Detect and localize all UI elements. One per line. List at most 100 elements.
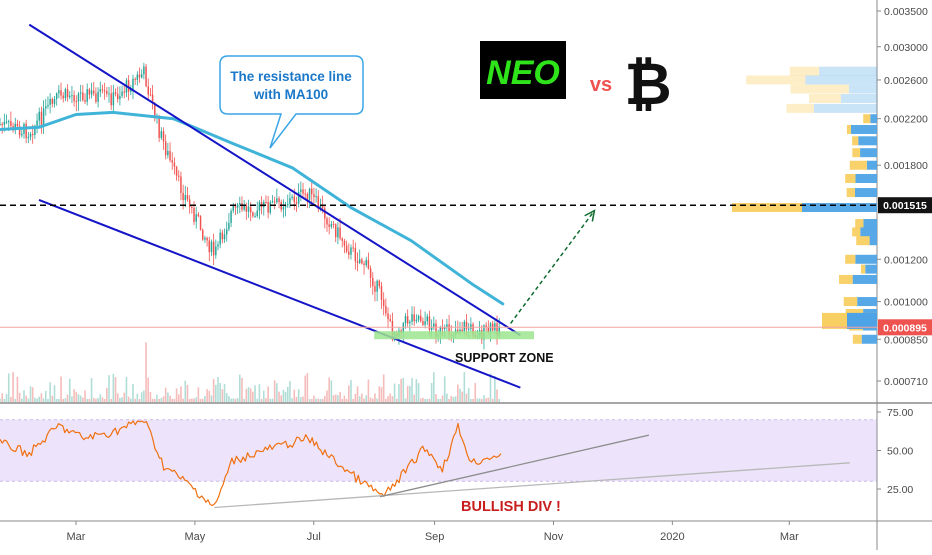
rsi-line (0, 420, 502, 507)
volume-bar (443, 376, 446, 402)
volume-bar (73, 389, 75, 402)
volume-bar (82, 397, 84, 402)
candle-body (90, 90, 93, 95)
volume-bar (328, 377, 330, 402)
volume-bar (485, 398, 487, 402)
volume-bar (363, 398, 365, 402)
candle-body (217, 244, 219, 247)
candle-body (374, 286, 376, 292)
candle-body (428, 316, 431, 330)
candle-body (419, 315, 422, 321)
volume-bar (134, 398, 136, 402)
candle-body (430, 327, 433, 330)
candle-body (79, 92, 82, 94)
volume-bar (75, 391, 78, 402)
volume-bar (291, 398, 293, 402)
candle-body (62, 95, 64, 99)
candle-body (184, 195, 187, 201)
candle-body (297, 191, 300, 204)
resistance-trendline (28, 23, 521, 337)
candle-body (178, 175, 180, 177)
volume-bar (195, 397, 197, 402)
volume-bar (265, 398, 267, 402)
candle-body (234, 205, 237, 208)
volume-bar (79, 395, 82, 402)
rsi-trendline (214, 462, 850, 509)
volume-bar (361, 393, 363, 402)
candle-body (106, 91, 108, 94)
volume-profile-bar (819, 66, 877, 76)
candle-body (119, 95, 121, 100)
volume-bar (36, 398, 38, 402)
candle-body (195, 214, 197, 222)
volume-profile-bar (732, 203, 802, 213)
candle-body (385, 306, 387, 314)
candle-body (304, 193, 306, 195)
volume-bar (406, 386, 409, 402)
candle-body (212, 241, 215, 256)
candle-body (31, 134, 34, 136)
volume-bar (71, 396, 73, 402)
candle-body (158, 116, 160, 138)
volume-bar (302, 396, 304, 402)
candle-body (180, 176, 182, 193)
volume-bar (51, 395, 54, 402)
volume-bar (457, 384, 459, 402)
candle-body (367, 259, 370, 269)
candle-body (215, 246, 217, 256)
volume-bar (286, 386, 289, 402)
candle-body (197, 214, 200, 217)
candle-body (267, 202, 269, 213)
volume-bar (470, 398, 472, 402)
candle-body (188, 199, 191, 207)
volume-profile-bar (866, 160, 877, 170)
volume-bar (164, 387, 167, 402)
candle-body (60, 90, 62, 96)
volume-bar (158, 398, 160, 402)
candle-body (145, 66, 147, 87)
volume-bar (459, 388, 461, 402)
candle-body (276, 198, 278, 203)
callout-line-2: with MA100 (253, 87, 328, 102)
volume-bar (136, 393, 139, 402)
rsi-tick-label: 25.00 (887, 484, 913, 496)
volume-profile-bar (858, 136, 877, 146)
y-tick-label: 0.003500 (884, 6, 928, 18)
candle-body (308, 188, 311, 200)
volume-bar (112, 373, 115, 402)
volume-bar (452, 397, 455, 402)
volume-bar (295, 396, 298, 402)
volume-profile-bar (845, 173, 856, 183)
volume-bar (483, 395, 485, 402)
volume-bar (437, 398, 439, 402)
candle-body (439, 327, 442, 335)
level-price-tag (878, 197, 932, 214)
volume-bar (49, 382, 51, 402)
volume-bar (153, 398, 156, 402)
volume-bar (424, 398, 426, 402)
volume-bar (191, 398, 193, 402)
candle-body (134, 78, 136, 80)
candle-body (167, 150, 169, 156)
candle-body (66, 89, 69, 98)
candle-body (219, 232, 221, 245)
candle-body (282, 207, 285, 210)
volume-bar (467, 387, 470, 402)
candle-body (382, 299, 385, 307)
candle-body (485, 325, 487, 328)
volume-bar (234, 398, 237, 402)
candle-body (10, 121, 12, 126)
candle-body (406, 316, 409, 324)
volume-bar (162, 396, 165, 402)
volume-bar (317, 398, 320, 402)
volume-bar (64, 398, 67, 402)
candle-body (210, 241, 213, 253)
candle-body (0, 123, 1, 125)
y-tick-label: 0.002600 (884, 75, 928, 87)
volume-bar (472, 398, 474, 402)
candle-body (358, 259, 361, 263)
volume-bar (188, 398, 191, 402)
volume-bar (186, 384, 189, 402)
volume-bar (446, 393, 448, 402)
volume-bar (422, 397, 424, 402)
